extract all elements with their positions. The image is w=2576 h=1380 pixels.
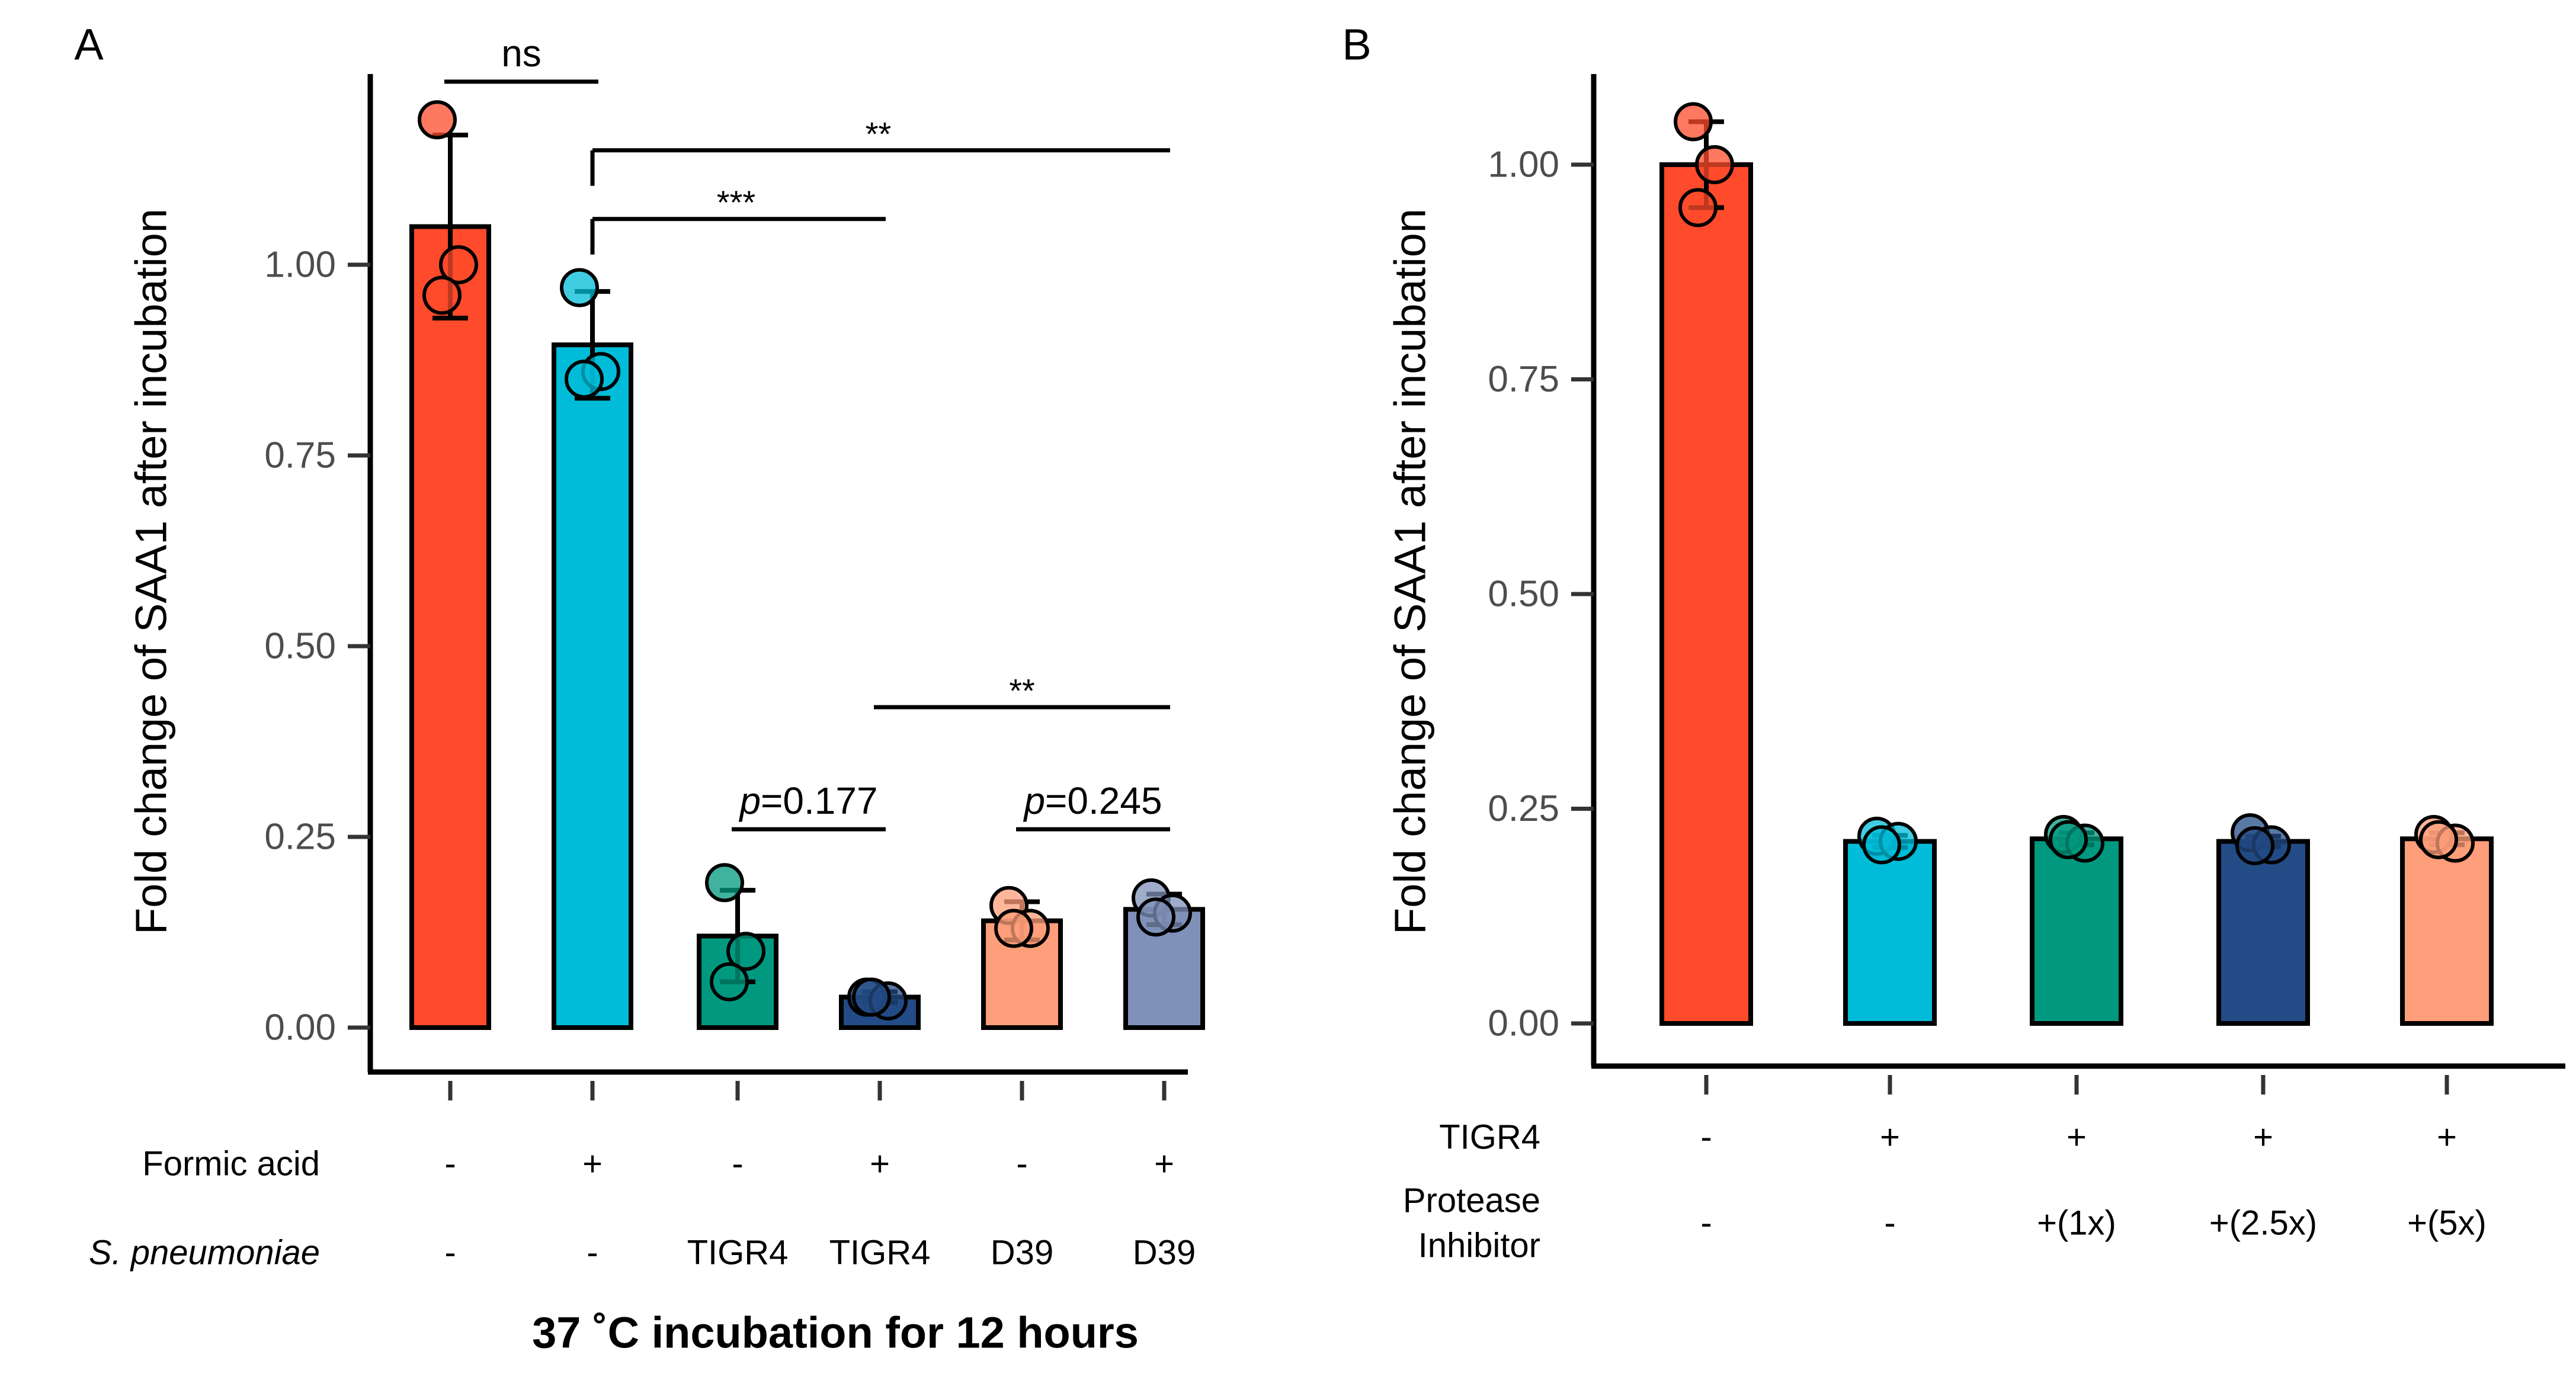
condition-value: TIGR4 [687, 1234, 789, 1272]
condition-value: + [1880, 1118, 1900, 1157]
condition-value: - [1700, 1118, 1712, 1157]
data-point [418, 100, 457, 140]
condition-value: + [2066, 1118, 2087, 1157]
row-label: Protease [1403, 1182, 1540, 1220]
significance-p-value: =0.177 [761, 779, 878, 822]
row-label: S. pneumoniae [89, 1234, 320, 1272]
significance-p-symbol: p [1023, 779, 1045, 822]
significance-label: ** [866, 115, 892, 152]
condition-value: - [444, 1145, 456, 1183]
row-label: Inhibitor [1418, 1227, 1540, 1265]
condition-value: D39 [1133, 1234, 1196, 1272]
y-tick-label: 0.75 [1488, 359, 1559, 400]
data-point [1862, 825, 1901, 865]
row-label: Formic acid [142, 1145, 320, 1183]
data-point [565, 360, 604, 399]
data-point [994, 909, 1033, 948]
bar [552, 342, 633, 1030]
panel-label: B [1342, 20, 1371, 69]
condition-value: TIGR4 [829, 1234, 931, 1272]
y-axis-label: Fold change of SAA1 after incubation [1386, 208, 1435, 935]
y-tick-label: 0.25 [1488, 788, 1559, 829]
condition-value: + [2253, 1118, 2273, 1157]
panel-label: A [74, 20, 104, 69]
significance-label: p=0.177 [738, 779, 877, 822]
significance-p-value: =0.245 [1045, 779, 1162, 822]
panel-b: B Fold change of SAA1 after incubation 0.0… [1342, 20, 2565, 1265]
significance-label: *** [717, 184, 755, 221]
significance-p-symbol: p [738, 779, 761, 822]
data-point [705, 863, 744, 903]
data-point [439, 245, 478, 284]
y-axis-label: Fold change of SAA1 after incubation [127, 208, 176, 935]
bar [2030, 836, 2123, 1026]
y-tick-label: 1.00 [1488, 145, 1559, 185]
condition-value: +(2.5x) [2209, 1204, 2317, 1243]
data-point [2049, 820, 2088, 859]
row-label: TIGR4 [1439, 1118, 1540, 1157]
bar [2216, 839, 2310, 1026]
significance-label: p=0.245 [1023, 779, 1162, 822]
condition-value: - [1016, 1145, 1027, 1183]
y-tick-label: 1.00 [264, 245, 336, 285]
data-point [2419, 820, 2458, 859]
panel-a: A Fold change of SAA1 after incubation 0.0… [74, 20, 1205, 1357]
y-tick-label: 0.50 [1488, 574, 1559, 615]
data-point [2235, 826, 2274, 865]
bar [1843, 839, 1937, 1026]
y-tick-label: 0.75 [264, 435, 336, 476]
condition-value: + [870, 1145, 890, 1183]
condition-value: D39 [991, 1234, 1053, 1272]
condition-value: + [1154, 1145, 1174, 1183]
condition-value: - [587, 1234, 598, 1272]
condition-value: - [732, 1145, 743, 1183]
condition-value: + [582, 1145, 603, 1183]
condition-value: - [1700, 1204, 1712, 1243]
data-point [422, 275, 462, 315]
condition-value: +(1x) [2037, 1204, 2116, 1243]
condition-value: - [1884, 1204, 1895, 1243]
y-tick-label: 0.00 [1488, 1003, 1559, 1044]
bar [1659, 162, 1753, 1026]
y-tick-label: 0.00 [264, 1007, 336, 1048]
data-point [726, 932, 765, 971]
bar [409, 224, 491, 1031]
bar [2400, 836, 2494, 1026]
significance-label: ns [501, 32, 542, 75]
condition-value: - [444, 1234, 456, 1272]
data-point [1136, 897, 1175, 937]
data-point [1695, 145, 1734, 184]
data-point [1674, 102, 1713, 142]
data-point [1678, 188, 1718, 227]
condition-value: +(5x) [2407, 1204, 2487, 1243]
data-point [852, 977, 891, 1017]
data-point [710, 962, 749, 1002]
condition-value: + [2437, 1118, 2457, 1157]
y-tick-label: 0.50 [264, 626, 336, 667]
significance-label: ** [1009, 672, 1035, 710]
data-point [560, 268, 599, 307]
y-tick-label: 0.25 [264, 817, 336, 858]
x-axis-title: 37 ˚C incubation for 12 hours [532, 1308, 1139, 1357]
